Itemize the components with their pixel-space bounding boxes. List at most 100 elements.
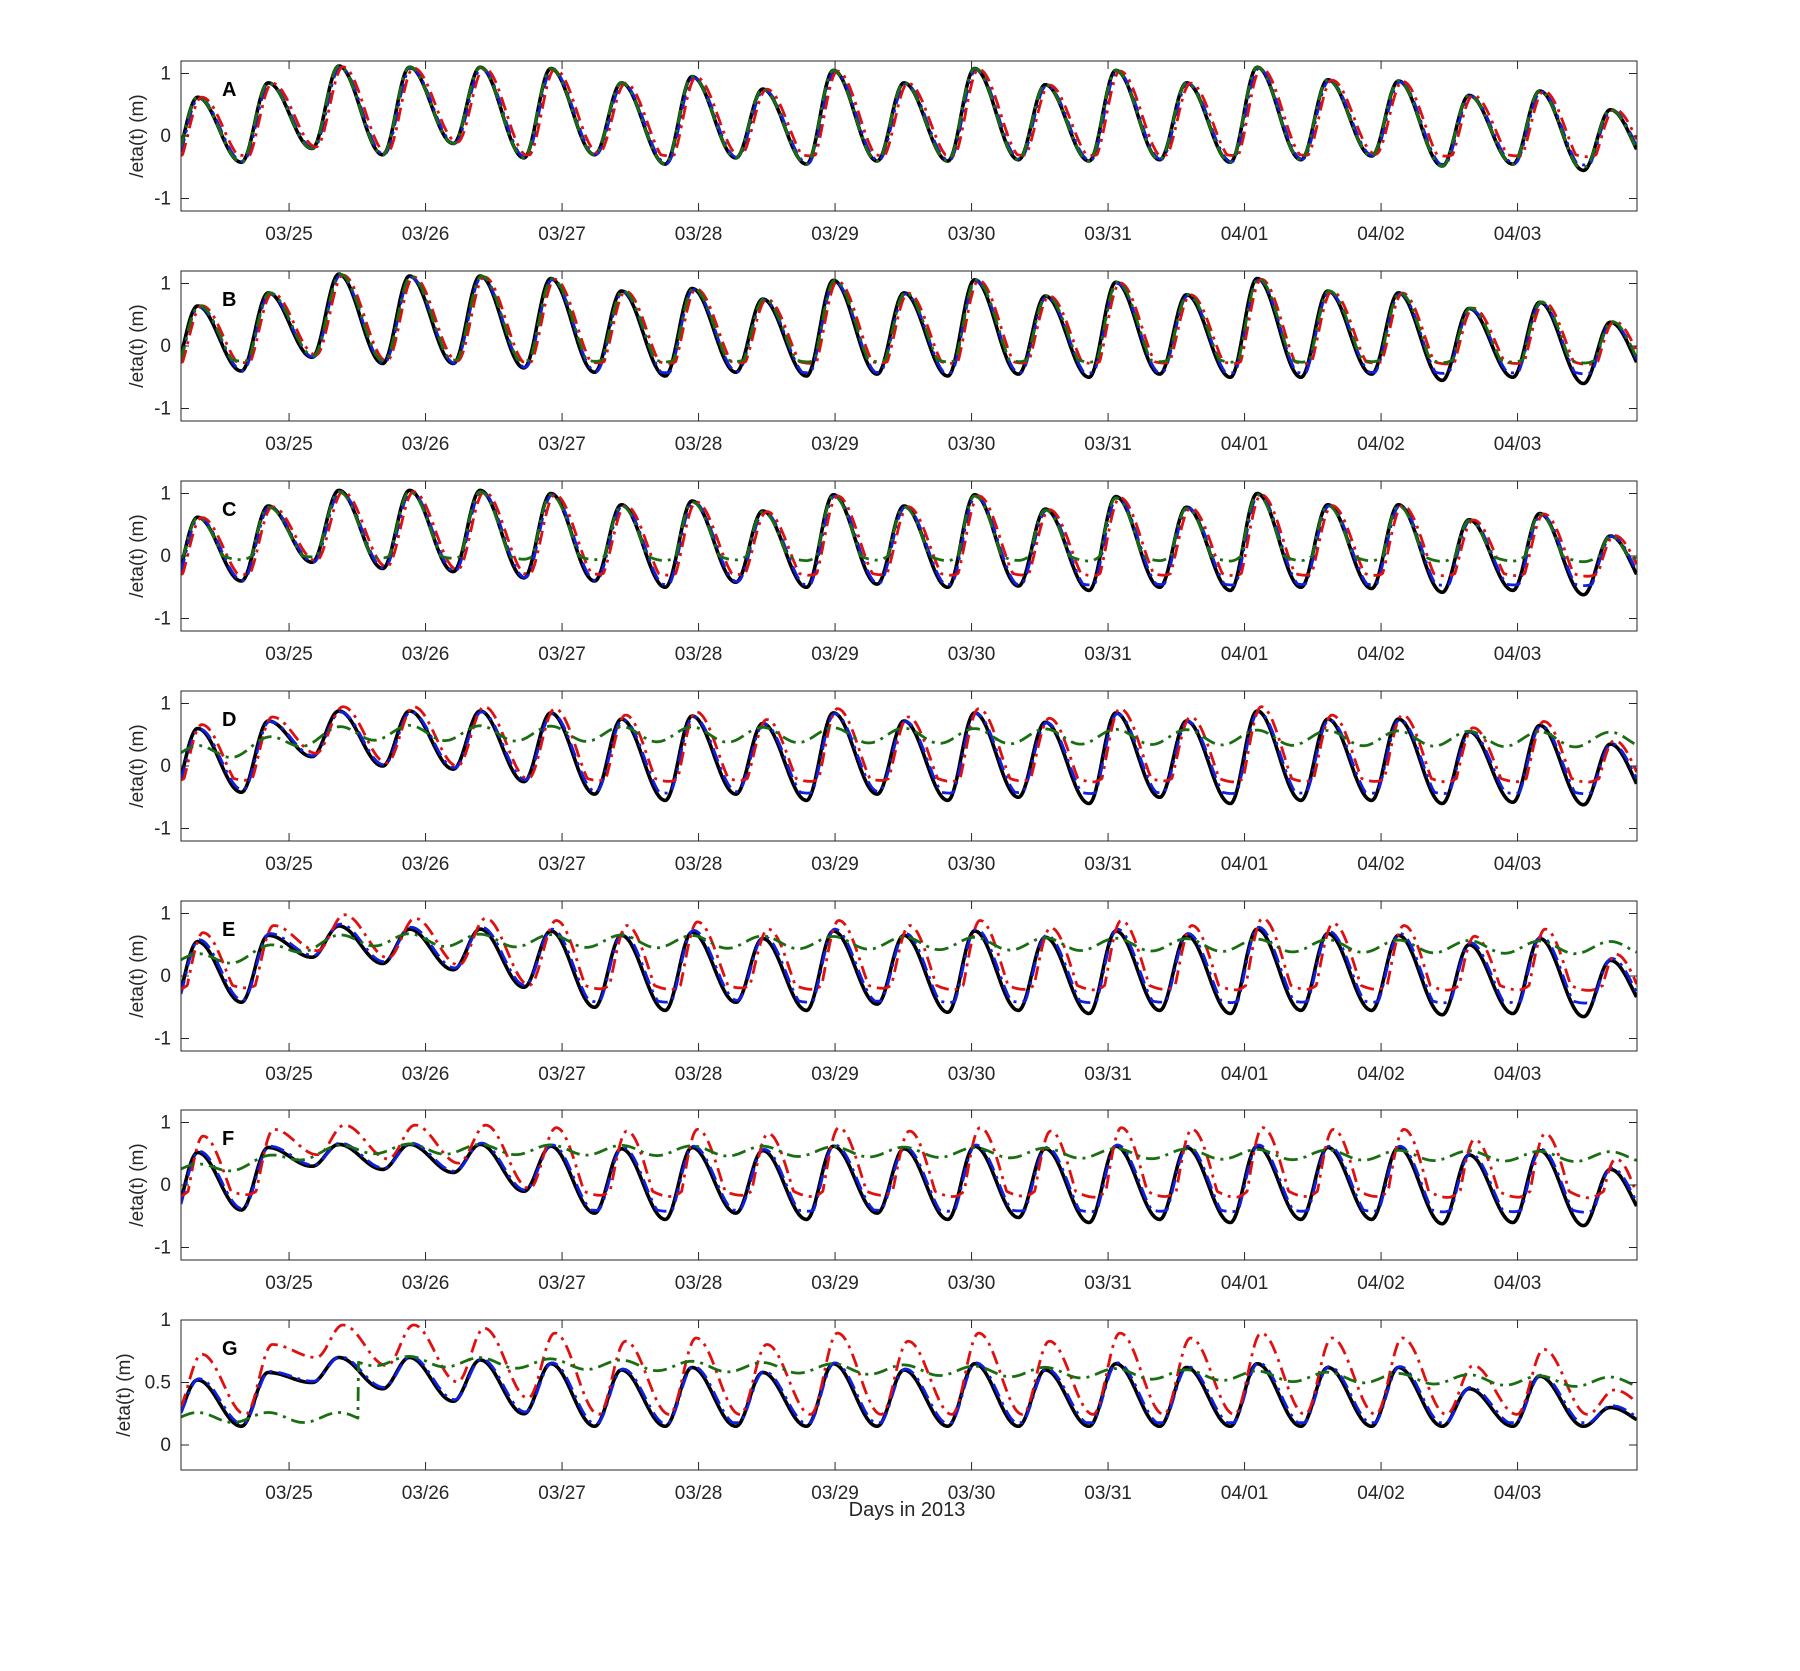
panel-letter-B: B [222, 289, 236, 311]
panel-letter-D: D [222, 709, 236, 731]
ytick-label-G: 0.5 [145, 1373, 171, 1394]
ytick-label-E: 1 [160, 904, 171, 925]
xtick-label-D: 03/27 [538, 854, 586, 875]
xtick-label-D: 03/30 [948, 854, 996, 875]
xtick-label-G: 03/26 [402, 1483, 450, 1504]
ytick-label-B: 1 [160, 274, 171, 295]
series-red-B [181, 273, 1637, 366]
xtick-label-D: 04/01 [1221, 854, 1269, 875]
ytick-label-F: -1 [154, 1238, 171, 1259]
xtick-label-F: 04/03 [1494, 1273, 1542, 1294]
y-axis-label-D: /eta(t) (m) [127, 724, 148, 807]
ytick-label-D: -1 [154, 819, 171, 840]
xtick-label-E: 04/03 [1494, 1064, 1542, 1085]
xtick-label-D: 03/29 [811, 854, 859, 875]
ytick-label-G: 0 [160, 1435, 171, 1456]
xtick-label-G: 03/31 [1084, 1483, 1132, 1504]
y-axis-label-F: /eta(t) (m) [127, 1143, 148, 1226]
xtick-label-A: 04/02 [1357, 224, 1405, 245]
series-green-G [181, 1355, 1637, 1424]
xtick-label-C: 03/29 [811, 644, 859, 665]
ytick-label-E: -1 [154, 1029, 171, 1050]
panel-C: -1 0 1 03/25 03/26 03/27 03/28 03/29 03/30 03/31 0… [127, 480, 1638, 665]
panel-letter-G: G [222, 1338, 238, 1360]
series-green-C [181, 490, 1637, 564]
ytick-label-C: 0 [160, 546, 171, 567]
ytick-label-D: 0 [160, 756, 171, 777]
xtick-label-B: 03/27 [538, 434, 586, 455]
panel-A: -1 0 1 03/25 03/26 03/27 03/28 03/29 03/30 03/31 0… [127, 60, 1638, 245]
xtick-label-D: 04/02 [1357, 854, 1405, 875]
xtick-label-C: 04/01 [1221, 644, 1269, 665]
xtick-label-C: 03/27 [538, 644, 586, 665]
xtick-label-G: 03/29 [811, 1483, 859, 1504]
series-red-C [181, 490, 1637, 578]
xtick-label-F: 03/28 [675, 1273, 723, 1294]
ytick-label-E: 0 [160, 966, 171, 987]
xtick-label-C: 03/30 [948, 644, 996, 665]
panel-G: 0 0.5 1 03/25 03/26 03/27 03/28 03/29 03/30 03/31… [114, 1310, 1638, 1504]
series-red-A [181, 65, 1637, 159]
xtick-label-A: 03/26 [402, 224, 450, 245]
xtick-label-G: 04/03 [1494, 1483, 1542, 1504]
xtick-label-F: 03/27 [538, 1273, 586, 1294]
panel-letter-C: C [222, 499, 236, 521]
panel-F: -1 0 1 03/25 03/26 03/27 03/28 03/29 03/30 03/31 0… [127, 1109, 1638, 1294]
xtick-label-B: 03/28 [675, 434, 723, 455]
xtick-label-D: 03/25 [265, 854, 313, 875]
xtick-label-A: 03/25 [265, 224, 313, 245]
xtick-label-D: 03/26 [402, 854, 450, 875]
x-axis-label: Days in 2013 [849, 1499, 966, 1521]
panel-D: -1 0 1 03/25 03/26 03/27 03/28 03/29 03/30 03/31 0… [127, 690, 1638, 875]
xtick-label-B: 03/31 [1084, 434, 1132, 455]
xtick-label-F: 03/25 [265, 1273, 313, 1294]
xtick-label-E: 03/25 [265, 1064, 313, 1085]
xtick-label-F: 04/02 [1357, 1273, 1405, 1294]
xtick-label-E: 03/29 [811, 1064, 859, 1085]
xtick-label-G: 04/01 [1221, 1483, 1269, 1504]
xtick-label-C: 03/26 [402, 644, 450, 665]
ytick-label-B: 0 [160, 336, 171, 357]
series-red-D [181, 705, 1637, 784]
xtick-label-A: 03/29 [811, 224, 859, 245]
xtick-label-E: 03/31 [1084, 1064, 1132, 1085]
xtick-label-D: 03/31 [1084, 854, 1132, 875]
xtick-label-G: 03/30 [948, 1483, 996, 1504]
y-axis-label-B: /eta(t) (m) [127, 304, 148, 387]
axes-box-C [180, 480, 1638, 632]
xtick-label-A: 03/30 [948, 224, 996, 245]
xtick-label-G: 04/02 [1357, 1483, 1405, 1504]
y-axis-label-C: /eta(t) (m) [127, 514, 148, 597]
ytick-label-C: 1 [160, 484, 171, 505]
xtick-label-C: 03/28 [675, 644, 723, 665]
xtick-label-G: 03/28 [675, 1483, 723, 1504]
series-green-F [181, 1142, 1637, 1173]
xtick-label-A: 04/01 [1221, 224, 1269, 245]
xtick-label-B: 04/01 [1221, 434, 1269, 455]
xtick-label-B: 03/30 [948, 434, 996, 455]
series-blue-G [181, 1355, 1637, 1425]
xtick-label-E: 03/28 [675, 1064, 723, 1085]
xtick-label-D: 04/03 [1494, 854, 1542, 875]
y-axis-label-G: /eta(t) (m) [114, 1353, 135, 1436]
panel-letter-E: E [222, 919, 235, 941]
xtick-label-F: 03/30 [948, 1273, 996, 1294]
axes-box-E [180, 900, 1638, 1052]
series-red-F [181, 1123, 1637, 1200]
xtick-label-D: 03/28 [675, 854, 723, 875]
xtick-label-C: 03/25 [265, 644, 313, 665]
series-red-G [181, 1323, 1637, 1416]
xtick-label-E: 04/01 [1221, 1064, 1269, 1085]
axes-box-G [180, 1319, 1638, 1471]
xtick-label-F: 04/01 [1221, 1273, 1269, 1294]
ytick-label-A: -1 [154, 189, 171, 210]
panel-letter-F: F [222, 1128, 234, 1150]
xtick-label-B: 04/03 [1494, 434, 1542, 455]
series-blue-D [181, 710, 1637, 796]
y-axis-label-E: /eta(t) (m) [127, 934, 148, 1017]
xtick-label-E: 03/26 [402, 1064, 450, 1085]
panel-B: -1 0 1 03/25 03/26 03/27 03/28 03/29 03/30 03/31 0… [127, 270, 1638, 455]
xtick-label-A: 03/31 [1084, 224, 1132, 245]
xtick-label-G: 03/25 [265, 1483, 313, 1504]
xtick-label-B: 03/29 [811, 434, 859, 455]
